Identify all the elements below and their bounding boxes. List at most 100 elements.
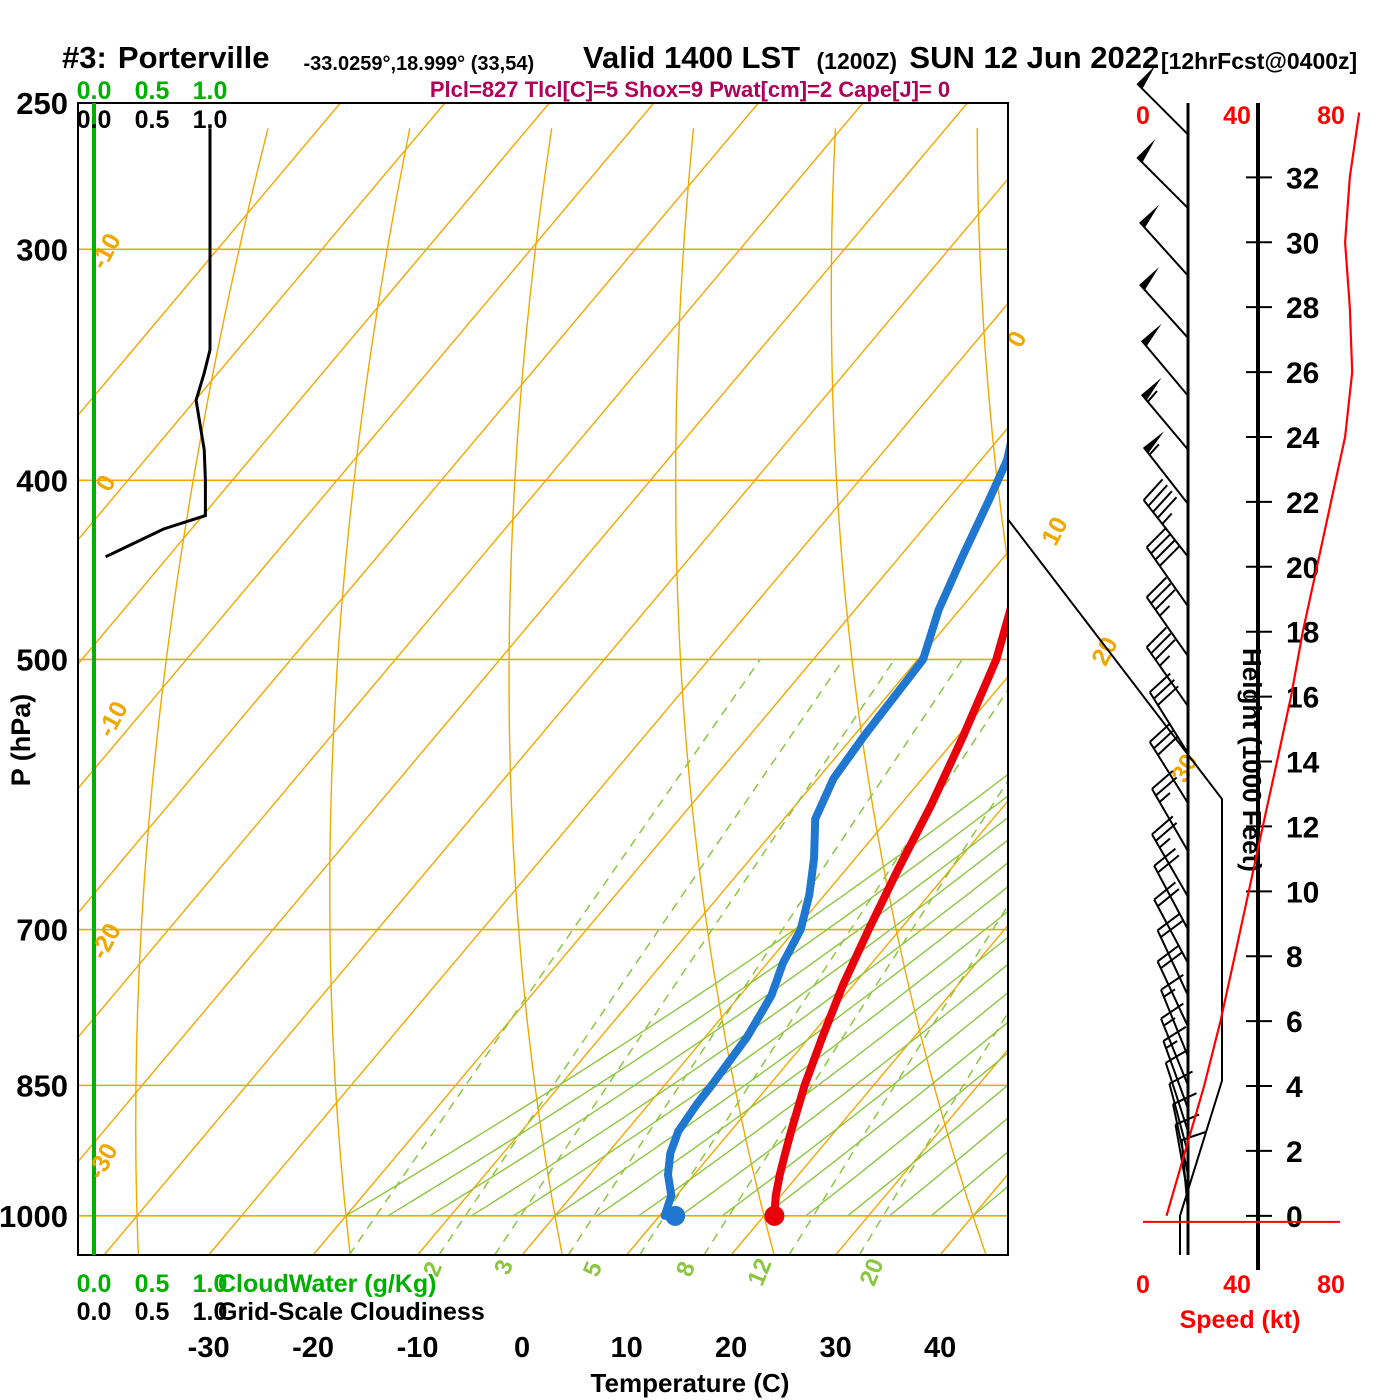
wind-barb-half: [1158, 605, 1171, 617]
height-tick-label-2: 2: [1286, 1136, 1303, 1169]
top-cloudiness-tick-0: 0.0: [77, 106, 112, 134]
speed-axis-label: Speed (kt): [1180, 1306, 1301, 1334]
skewt-frame: [77, 102, 1009, 1256]
mixing-ratio-5: [567, 658, 963, 1255]
isotherm-20: [730, 924, 1008, 1255]
isotherm--10: [417, 551, 1008, 1255]
bottom-cloudwater-tick-0: 0.0: [77, 1270, 112, 1298]
isotherm-10: [626, 799, 1008, 1255]
height-tick-label-10: 10: [1286, 876, 1319, 909]
moist-adiabat-8: [638, 936, 1008, 1217]
bottom-cloudwater-tick-2: 1.0: [193, 1270, 228, 1298]
wind-barb-shaft: [1136, 156, 1189, 209]
wind-barb-half: [1165, 1040, 1178, 1049]
isotherm--20: [312, 426, 1008, 1255]
wind-barb-full: [1150, 632, 1172, 655]
valid-date: SUN 12 Jun 2022: [909, 40, 1159, 75]
wind-barb-full: [1152, 490, 1173, 513]
wind-barb-half: [1163, 1017, 1176, 1027]
moist-adiabat-12: [679, 963, 1008, 1217]
pressure-tick-850: 850: [16, 1068, 68, 1103]
wind-barb-half: [1158, 792, 1171, 803]
temperature-tick-10: 10: [610, 1332, 642, 1364]
wind-barb-full: [1172, 1092, 1197, 1106]
wind-barb-full: [1157, 888, 1180, 908]
wind-barb-shaft: [1160, 1018, 1189, 1086]
moist-adiabat-0: [554, 885, 1008, 1217]
mixing-ratio-3: [493, 658, 896, 1255]
moist-adiabat--16: [387, 795, 1008, 1217]
wind-barb-full: [1160, 973, 1184, 991]
isotherm-0: [521, 675, 1008, 1255]
wind-barb-shaft: [1162, 1040, 1189, 1109]
isotherm--100: [78, 103, 446, 541]
speed-tick-bottom-0: 0: [1136, 1271, 1150, 1299]
mixing-ratio-inline-label-2: 5: [578, 1258, 608, 1281]
mixing-ratio-1: [348, 658, 761, 1255]
isotherm-inline-label-3: -20: [85, 919, 127, 964]
isotherm-inline-label-5: 0: [1001, 327, 1032, 352]
wind-barb-full: [1150, 533, 1172, 555]
wind-barb-shaft: [1156, 929, 1189, 996]
wind-barb-shaft: [1148, 741, 1189, 804]
wind-envelope: [1007, 103, 1223, 1255]
wind-barb-full: [1150, 582, 1172, 605]
dry-adiabat-60: [976, 128, 1008, 569]
isotherm-inline-label-0: -10: [85, 229, 127, 274]
wind-barb-full: [1160, 1002, 1184, 1020]
wind-barb-shaft: [1142, 446, 1189, 505]
sounding-parameters: Plcl=827 Tlcl[C]=5 Shox=9 Pwat[cm]=2 Cap…: [430, 77, 950, 102]
height-tick-label-30: 30: [1286, 227, 1319, 260]
wind-barb-full: [1157, 735, 1179, 756]
wind-barb-full: [1145, 526, 1168, 549]
wind-barb-shaft: [1151, 833, 1189, 898]
dewpoint-profile: [660, 437, 1008, 1220]
wind-barb-full: [1154, 589, 1176, 611]
wind-barb-full: [1153, 728, 1175, 750]
height-tick-label-24: 24: [1286, 422, 1320, 455]
isotherm--110: [78, 103, 341, 417]
wind-barb-shaft: [1145, 546, 1189, 607]
moist-adiabat--20: [345, 773, 1008, 1217]
wind-barb-shaft: [1136, 82, 1189, 136]
speed-tick-bottom-40: 40: [1223, 1271, 1251, 1299]
wind-barb-full: [1154, 639, 1176, 661]
bottom-cloudiness-tick-1: 0.5: [135, 1298, 170, 1326]
isotherm-inline-label-2: -10: [92, 697, 134, 742]
moist-adiabat-44: [1015, 103, 1400, 1216]
wind-barb-full: [1181, 1131, 1206, 1142]
cloudwater-legend-label: CloudWater (g/Kg): [218, 1270, 436, 1298]
wind-barb-full: [1160, 951, 1184, 970]
wind-barb-full: [1153, 679, 1175, 700]
wind-barb-shaft: [1140, 393, 1189, 451]
pressure-tick-1000: 1000: [0, 1199, 68, 1234]
height-tick-label-14: 14: [1286, 747, 1320, 780]
isotherm--50: [78, 103, 968, 1163]
wind-barb-full: [1160, 920, 1184, 938]
speed-tick-top-0: 0: [1136, 102, 1150, 130]
isotherm--40: [103, 177, 1008, 1255]
height-tick-label-28: 28: [1286, 292, 1319, 325]
wind-barb-shaft: [1180, 1140, 1189, 1212]
wind-barb-half: [1158, 837, 1171, 849]
speed-tick-top-40: 40: [1223, 102, 1251, 130]
moist-adiabat-20: [763, 1021, 1008, 1217]
height-axis-label: Height (1000 Feet): [1237, 648, 1267, 872]
wind-barb-full: [1149, 722, 1171, 743]
wind-barb-full: [1165, 1048, 1190, 1064]
grid-layer: [78, 103, 1400, 1255]
top-cloudwater-tick-0: 0.0: [77, 77, 112, 105]
wind-barb-shaft: [1172, 1103, 1189, 1175]
temperature-tick--30: -30: [188, 1332, 230, 1364]
isotherm--70: [78, 103, 759, 914]
top-cloudwater-tick-2: 1.0: [193, 77, 228, 105]
height-tick-label-26: 26: [1286, 357, 1319, 390]
moist-adiabat--12: [429, 816, 1008, 1217]
pressure-tick-300: 300: [16, 232, 68, 267]
forecast-info: [12hrFcst@0400z]: [1161, 48, 1357, 74]
wind-speed-profile: [1165, 112, 1361, 1217]
temperature-tick--20: -20: [292, 1332, 334, 1364]
height-tick-label-12: 12: [1286, 811, 1319, 844]
height-tick-label-4: 4: [1286, 1071, 1303, 1104]
speed-tick-bottom-80: 80: [1317, 1271, 1345, 1299]
